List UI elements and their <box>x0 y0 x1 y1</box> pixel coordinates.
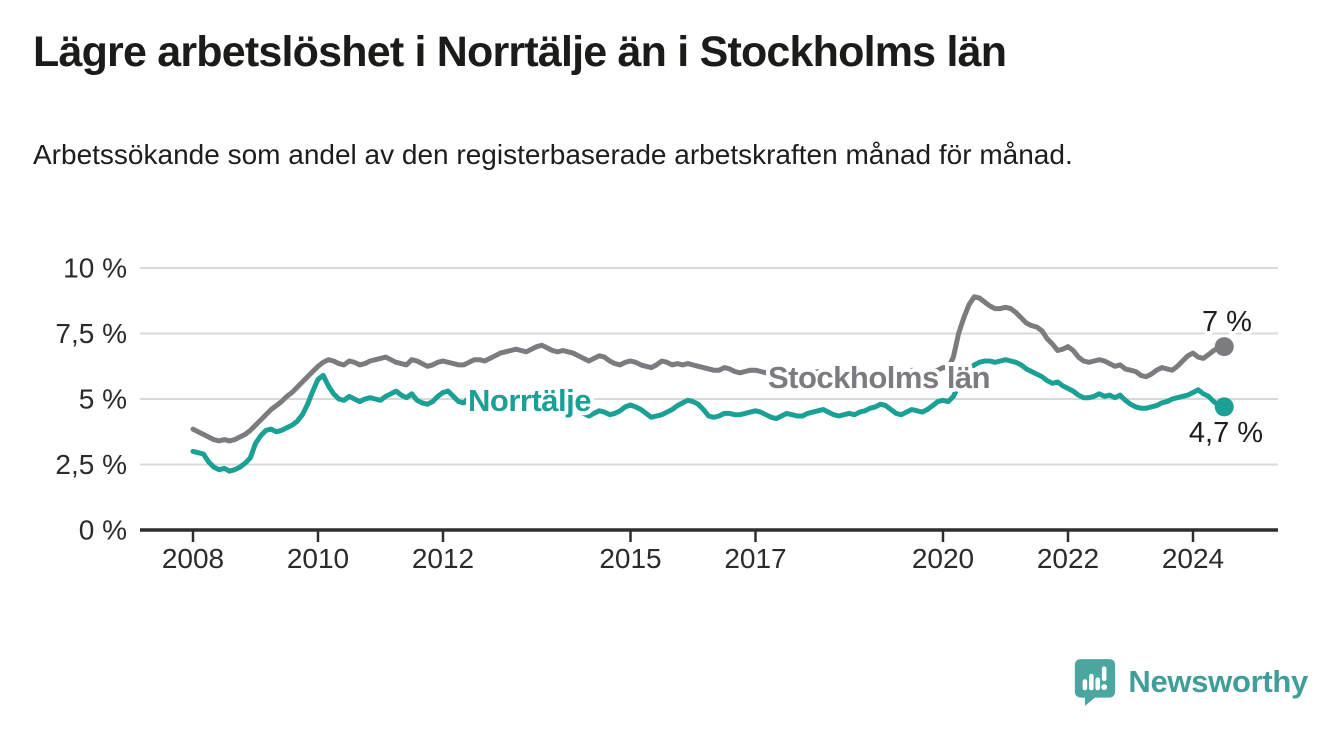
series-label-norrtalje: Norrtälje <box>468 383 591 418</box>
x-axis-tick-label: 2015 <box>599 543 661 574</box>
y-axis-tick-label: 5 % <box>79 384 127 415</box>
page-subtitle: Arbetssökande som andel av den registerb… <box>33 139 1073 170</box>
end-value-label-stockholms-lan: 7 % <box>1202 306 1252 338</box>
x-axis-tick-label: 2012 <box>412 543 474 574</box>
series-line-norrtalje <box>190 357 1227 474</box>
series-end-dot-stockholms-lan <box>1214 337 1234 357</box>
end-value-label-norrtalje: 4,7 % <box>1189 417 1263 449</box>
y-axis-tick-label: 2,5 % <box>55 449 127 480</box>
x-axis-tick-label: 2024 <box>1162 543 1224 574</box>
page-title: Lägre arbetslöshet i Norrtälje än i Stoc… <box>33 28 1007 76</box>
x-axis-tick-label: 2020 <box>912 543 974 574</box>
chart-speech-bubble-icon <box>1075 659 1116 706</box>
series-label-stockholms-lan: Stockholms län <box>768 360 990 395</box>
x-axis-tick-label: 2022 <box>1037 543 1099 574</box>
brand-wordmark: Newsworthy <box>1128 664 1308 699</box>
series-line-stockholms-lan <box>190 294 1227 444</box>
y-axis-tick-label: 7,5 % <box>55 318 127 349</box>
y-axis-tick-label: 10 % <box>63 253 127 284</box>
y-axis-tick-label: 0 % <box>79 515 127 546</box>
series-end-dot-norrtalje <box>1214 397 1234 417</box>
x-axis-tick-label: 2010 <box>287 543 349 574</box>
newsworthy-brand: Newsworthy <box>1073 656 1308 708</box>
x-axis-tick-label: 2017 <box>724 543 786 574</box>
x-axis-tick-label: 2008 <box>162 543 224 574</box>
